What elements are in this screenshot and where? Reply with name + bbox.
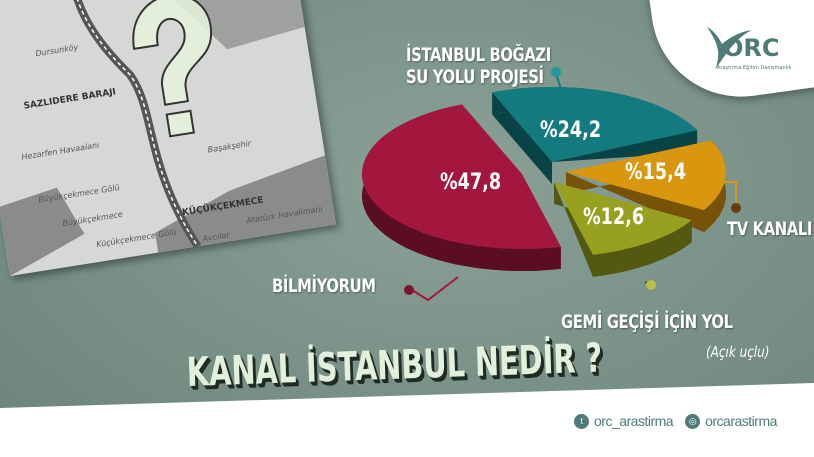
label-gemi: GEMİ GEÇİŞİ İÇİN YOL <box>561 311 733 333</box>
note: (Açık uçlu) <box>706 343 770 361</box>
pie-slice <box>362 104 561 249</box>
data-label-teal: %24,2 <box>540 118 602 143</box>
leader-dot <box>646 280 656 290</box>
leader-dot <box>731 203 741 213</box>
map-image: Dursunköy SAZLIDERE BARAJI Hezarfen Hava… <box>0 0 336 277</box>
social-links: t orc_arastirma ◎ orcarastirma <box>574 413 777 429</box>
data-label-olive: %12,6 <box>583 205 645 230</box>
pie-slice-rim <box>362 104 561 271</box>
data-label-orange: %15,4 <box>625 160 687 185</box>
twitter-handle: orc_arastirma <box>594 413 674 429</box>
logo-text: ORC <box>723 34 780 62</box>
logo-subtitle: Araştırma Eğitim Danışmanlık <box>717 65 792 71</box>
twitter-icon: t <box>574 413 589 429</box>
label-tv: TV KANALI <box>727 218 813 240</box>
leader-line <box>700 181 737 206</box>
twitter-link[interactable]: t orc_arastirma <box>574 413 674 429</box>
label-bogaz: İSTANBUL BOĞAZI SU YOLU PROJESİ <box>406 44 551 88</box>
pie-slice <box>554 182 692 255</box>
leader-dot <box>404 285 414 295</box>
data-label-crimson: %47,8 <box>440 170 502 195</box>
leader-dot <box>551 67 561 77</box>
pie-slice <box>566 140 726 211</box>
orc-logo: ORC Araştırma Eğitim Danışmanlık <box>697 22 797 86</box>
instagram-handle: orcarastirma <box>705 413 777 429</box>
instagram-icon: ◎ <box>685 413 701 429</box>
leader-line <box>411 276 459 302</box>
pie-slice-rim <box>592 220 692 277</box>
question-mark-icon <box>132 0 213 138</box>
leader-line <box>555 73 568 108</box>
label-bilmiyorum: BİLMİYORUM <box>272 275 376 297</box>
instagram-link[interactable]: ◎ orcarastirma <box>685 413 777 429</box>
pie-slice <box>492 87 698 162</box>
